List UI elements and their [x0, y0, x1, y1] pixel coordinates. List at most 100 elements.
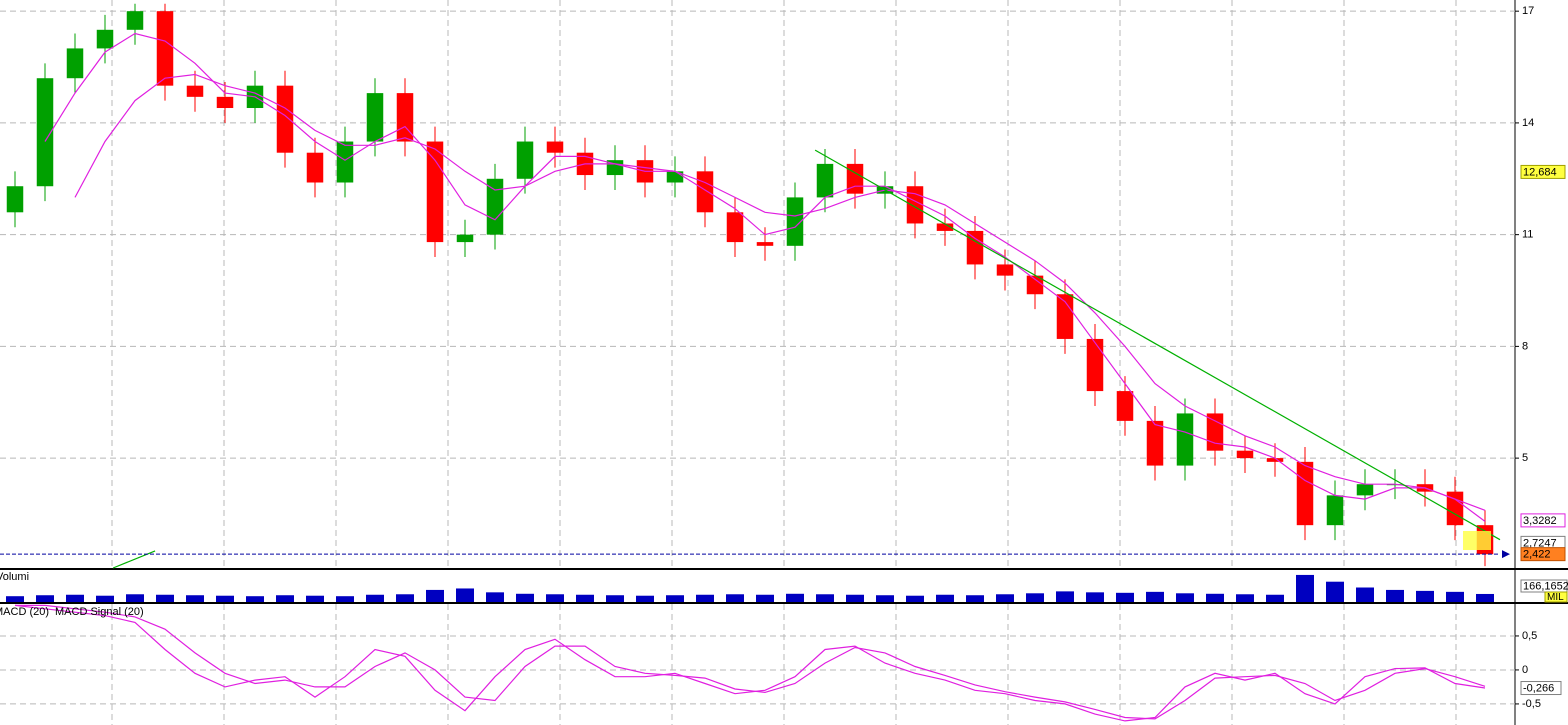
- volume-bar: [186, 595, 204, 602]
- volume-bar: [246, 596, 264, 602]
- volume-bar: [6, 596, 24, 602]
- volume-bar: [846, 594, 864, 602]
- price-marker: [1520, 513, 1566, 528]
- candle-body: [1026, 275, 1044, 295]
- candle-body: [906, 186, 924, 224]
- candle-body: [216, 96, 234, 109]
- candle-body: [1206, 413, 1224, 451]
- volume-bar: [576, 594, 594, 602]
- candle-body: [66, 48, 84, 79]
- volume-bar: [1476, 593, 1494, 602]
- volume-bar: [996, 594, 1014, 602]
- legend-label: MACD (20): [0, 606, 49, 618]
- candle-body: [546, 141, 564, 153]
- price-marker-label: 3,3282: [1523, 515, 1557, 527]
- y-tick-label: 17: [1522, 5, 1534, 17]
- candle-body: [846, 163, 864, 194]
- trendline: [814, 149, 1501, 541]
- candle-body: [96, 29, 114, 49]
- unit-box: [1544, 591, 1568, 603]
- candle-body: [1116, 391, 1134, 421]
- volume-bar: [906, 595, 924, 602]
- y-tick-label: 14: [1522, 117, 1534, 129]
- price-arrow: [1502, 550, 1510, 559]
- y-tick-label: 8: [1522, 340, 1528, 352]
- volume-bar: [1296, 574, 1314, 602]
- volume-bar: [1236, 594, 1254, 602]
- volume-bar: [216, 595, 234, 602]
- volume-marker-label: 166,1652: [1523, 580, 1568, 592]
- candle-body: [1056, 294, 1074, 339]
- volume-title: Volumi: [0, 571, 29, 583]
- candle-body: [36, 78, 54, 187]
- volume-bar: [1356, 587, 1374, 602]
- volume-bar: [366, 594, 384, 602]
- trendline: [112, 550, 156, 569]
- candle-body: [1266, 458, 1284, 462]
- y-tick-label: 5: [1522, 452, 1528, 464]
- candle-body: [1176, 413, 1194, 466]
- candle-body: [276, 85, 294, 153]
- volume-bar: [36, 595, 54, 602]
- volume-bar: [606, 595, 624, 602]
- candle-body: [756, 242, 774, 246]
- volume-bar: [1446, 591, 1464, 602]
- candle-body: [156, 11, 174, 86]
- volume-bar: [966, 595, 984, 602]
- y-tick-label: -0,5: [1522, 698, 1541, 710]
- volume-marker: [1520, 579, 1568, 593]
- volume-bar: [936, 594, 954, 602]
- candle-body: [1356, 484, 1374, 496]
- volume-bar: [1176, 593, 1194, 602]
- volume-bar: [816, 594, 834, 602]
- candle-body: [486, 178, 504, 235]
- y-tick-label: 11: [1522, 229, 1533, 241]
- y-tick-label: 0: [1522, 664, 1528, 676]
- volume-bar: [96, 595, 114, 602]
- volume-bar: [786, 593, 804, 602]
- macd-marker-label: -0,266: [1523, 682, 1554, 694]
- volume-bar: [66, 594, 84, 602]
- volume-bar: [306, 595, 324, 602]
- volume-bar: [1416, 590, 1434, 602]
- volume-bar: [1056, 591, 1074, 602]
- volume-bar: [396, 594, 414, 602]
- candle-body: [126, 11, 144, 30]
- candle-body: [726, 212, 744, 243]
- volume-bar: [426, 589, 444, 602]
- candle-body: [336, 141, 354, 183]
- macd-marker: [1520, 681, 1562, 696]
- volume-bar: [1086, 592, 1104, 602]
- volume-bar: [756, 594, 774, 602]
- volume-bar: [636, 595, 654, 602]
- candle-body: [696, 171, 714, 213]
- candle-body: [816, 163, 834, 198]
- moving-average: [74, 73, 1486, 511]
- candle-body: [186, 85, 204, 97]
- volume-bar: [1146, 591, 1164, 602]
- volume-unit: MIL: [1547, 592, 1564, 603]
- candle-body: [516, 141, 534, 179]
- volume-bar: [1026, 593, 1044, 602]
- volume-bar: [126, 594, 144, 602]
- candle-body: [456, 234, 474, 243]
- volume-bar: [1326, 581, 1344, 602]
- macd-line: [14, 604, 1486, 722]
- candle-body: [1236, 450, 1254, 459]
- candle-body: [6, 186, 24, 213]
- candle-body: [996, 264, 1014, 276]
- volume-bar: [336, 596, 354, 602]
- candle-body: [306, 152, 324, 183]
- candle-body: [1146, 420, 1164, 466]
- volume-bar: [666, 595, 684, 602]
- volume-bar: [1116, 592, 1134, 602]
- legend-label: MACD Signal (20): [55, 606, 144, 618]
- volume-bar: [516, 593, 534, 602]
- candle-body: [666, 171, 684, 183]
- volume-bar: [276, 595, 294, 602]
- volume-bar: [876, 595, 894, 602]
- volume-bar: [486, 592, 504, 602]
- moving-average: [44, 32, 1486, 522]
- price-marker-label: 2,7247: [1523, 537, 1557, 549]
